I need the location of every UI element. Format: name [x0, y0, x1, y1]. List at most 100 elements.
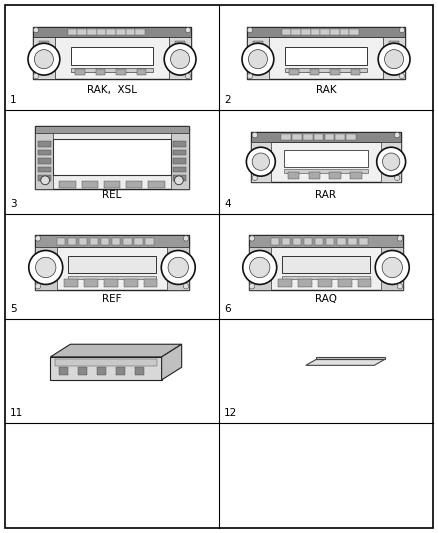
Bar	[135, 367, 144, 375]
Bar	[145, 238, 154, 245]
Bar	[330, 69, 340, 75]
Ellipse shape	[247, 28, 253, 33]
Bar	[282, 255, 371, 273]
Bar	[33, 27, 191, 79]
Bar	[55, 359, 157, 366]
Bar	[253, 41, 263, 51]
Bar	[64, 279, 78, 287]
Bar	[359, 238, 368, 245]
Bar	[59, 367, 68, 375]
Bar	[251, 132, 401, 142]
Ellipse shape	[33, 74, 39, 79]
Bar	[282, 29, 291, 35]
Ellipse shape	[375, 251, 409, 285]
Bar	[292, 134, 302, 140]
Bar	[79, 238, 87, 245]
Ellipse shape	[252, 175, 258, 181]
Bar	[389, 51, 399, 61]
Bar	[320, 29, 330, 35]
Bar	[348, 238, 357, 245]
Ellipse shape	[382, 153, 400, 171]
Text: REF: REF	[102, 294, 122, 304]
Text: RAK,  XSL: RAK, XSL	[87, 85, 137, 95]
Ellipse shape	[161, 251, 195, 285]
Text: REL: REL	[102, 190, 122, 199]
Polygon shape	[162, 344, 182, 380]
Bar	[112, 238, 120, 245]
Bar	[35, 126, 189, 189]
Bar	[173, 158, 186, 164]
Bar	[39, 51, 49, 61]
Bar	[381, 247, 403, 289]
Ellipse shape	[249, 284, 255, 289]
Text: 5: 5	[10, 304, 17, 314]
Ellipse shape	[377, 147, 406, 176]
Ellipse shape	[185, 74, 191, 79]
Bar	[308, 172, 320, 179]
Polygon shape	[50, 357, 162, 380]
Bar	[318, 279, 332, 287]
Bar	[298, 279, 311, 287]
Bar	[389, 41, 399, 51]
Ellipse shape	[378, 43, 410, 75]
Bar	[116, 69, 126, 75]
Bar	[67, 255, 156, 273]
Bar	[35, 126, 189, 133]
Bar	[340, 29, 349, 35]
Bar	[284, 169, 367, 173]
Bar	[84, 279, 98, 287]
Bar	[35, 247, 57, 289]
Bar	[350, 172, 362, 179]
Bar	[325, 134, 334, 140]
Bar	[249, 247, 271, 289]
Text: 12: 12	[224, 408, 237, 418]
Text: RAR: RAR	[315, 190, 336, 199]
Bar	[175, 64, 185, 74]
Bar	[173, 150, 186, 155]
Bar	[293, 238, 301, 245]
Bar	[282, 238, 290, 245]
Bar	[71, 68, 153, 72]
Ellipse shape	[29, 251, 63, 285]
Bar	[249, 235, 403, 289]
Bar	[351, 69, 360, 75]
Bar	[67, 276, 156, 279]
Ellipse shape	[168, 257, 188, 278]
Ellipse shape	[35, 236, 41, 241]
Ellipse shape	[394, 175, 400, 181]
Bar	[271, 238, 279, 245]
Ellipse shape	[250, 257, 270, 278]
Bar	[134, 238, 143, 245]
Bar	[278, 279, 292, 287]
Bar	[38, 166, 51, 172]
Bar	[311, 29, 320, 35]
Bar	[38, 175, 51, 181]
Ellipse shape	[252, 153, 269, 171]
Ellipse shape	[247, 147, 276, 176]
Bar	[35, 235, 189, 289]
Bar	[284, 150, 367, 166]
Bar	[35, 235, 189, 247]
Bar	[38, 141, 51, 147]
Bar	[315, 238, 323, 245]
Bar	[123, 238, 131, 245]
Ellipse shape	[394, 132, 400, 138]
Bar	[285, 47, 367, 64]
Bar	[57, 238, 65, 245]
Bar	[253, 64, 263, 74]
Bar	[101, 238, 110, 245]
Ellipse shape	[247, 74, 253, 79]
Ellipse shape	[35, 284, 41, 289]
Polygon shape	[316, 357, 385, 359]
Text: 4: 4	[224, 199, 231, 209]
Ellipse shape	[397, 236, 403, 241]
Bar	[291, 29, 301, 35]
Ellipse shape	[41, 176, 49, 185]
Bar	[247, 37, 269, 79]
Bar	[38, 150, 51, 155]
Bar	[169, 37, 191, 79]
Bar	[282, 276, 371, 279]
Bar	[97, 29, 106, 35]
Text: 1: 1	[10, 94, 17, 104]
Ellipse shape	[33, 28, 39, 33]
